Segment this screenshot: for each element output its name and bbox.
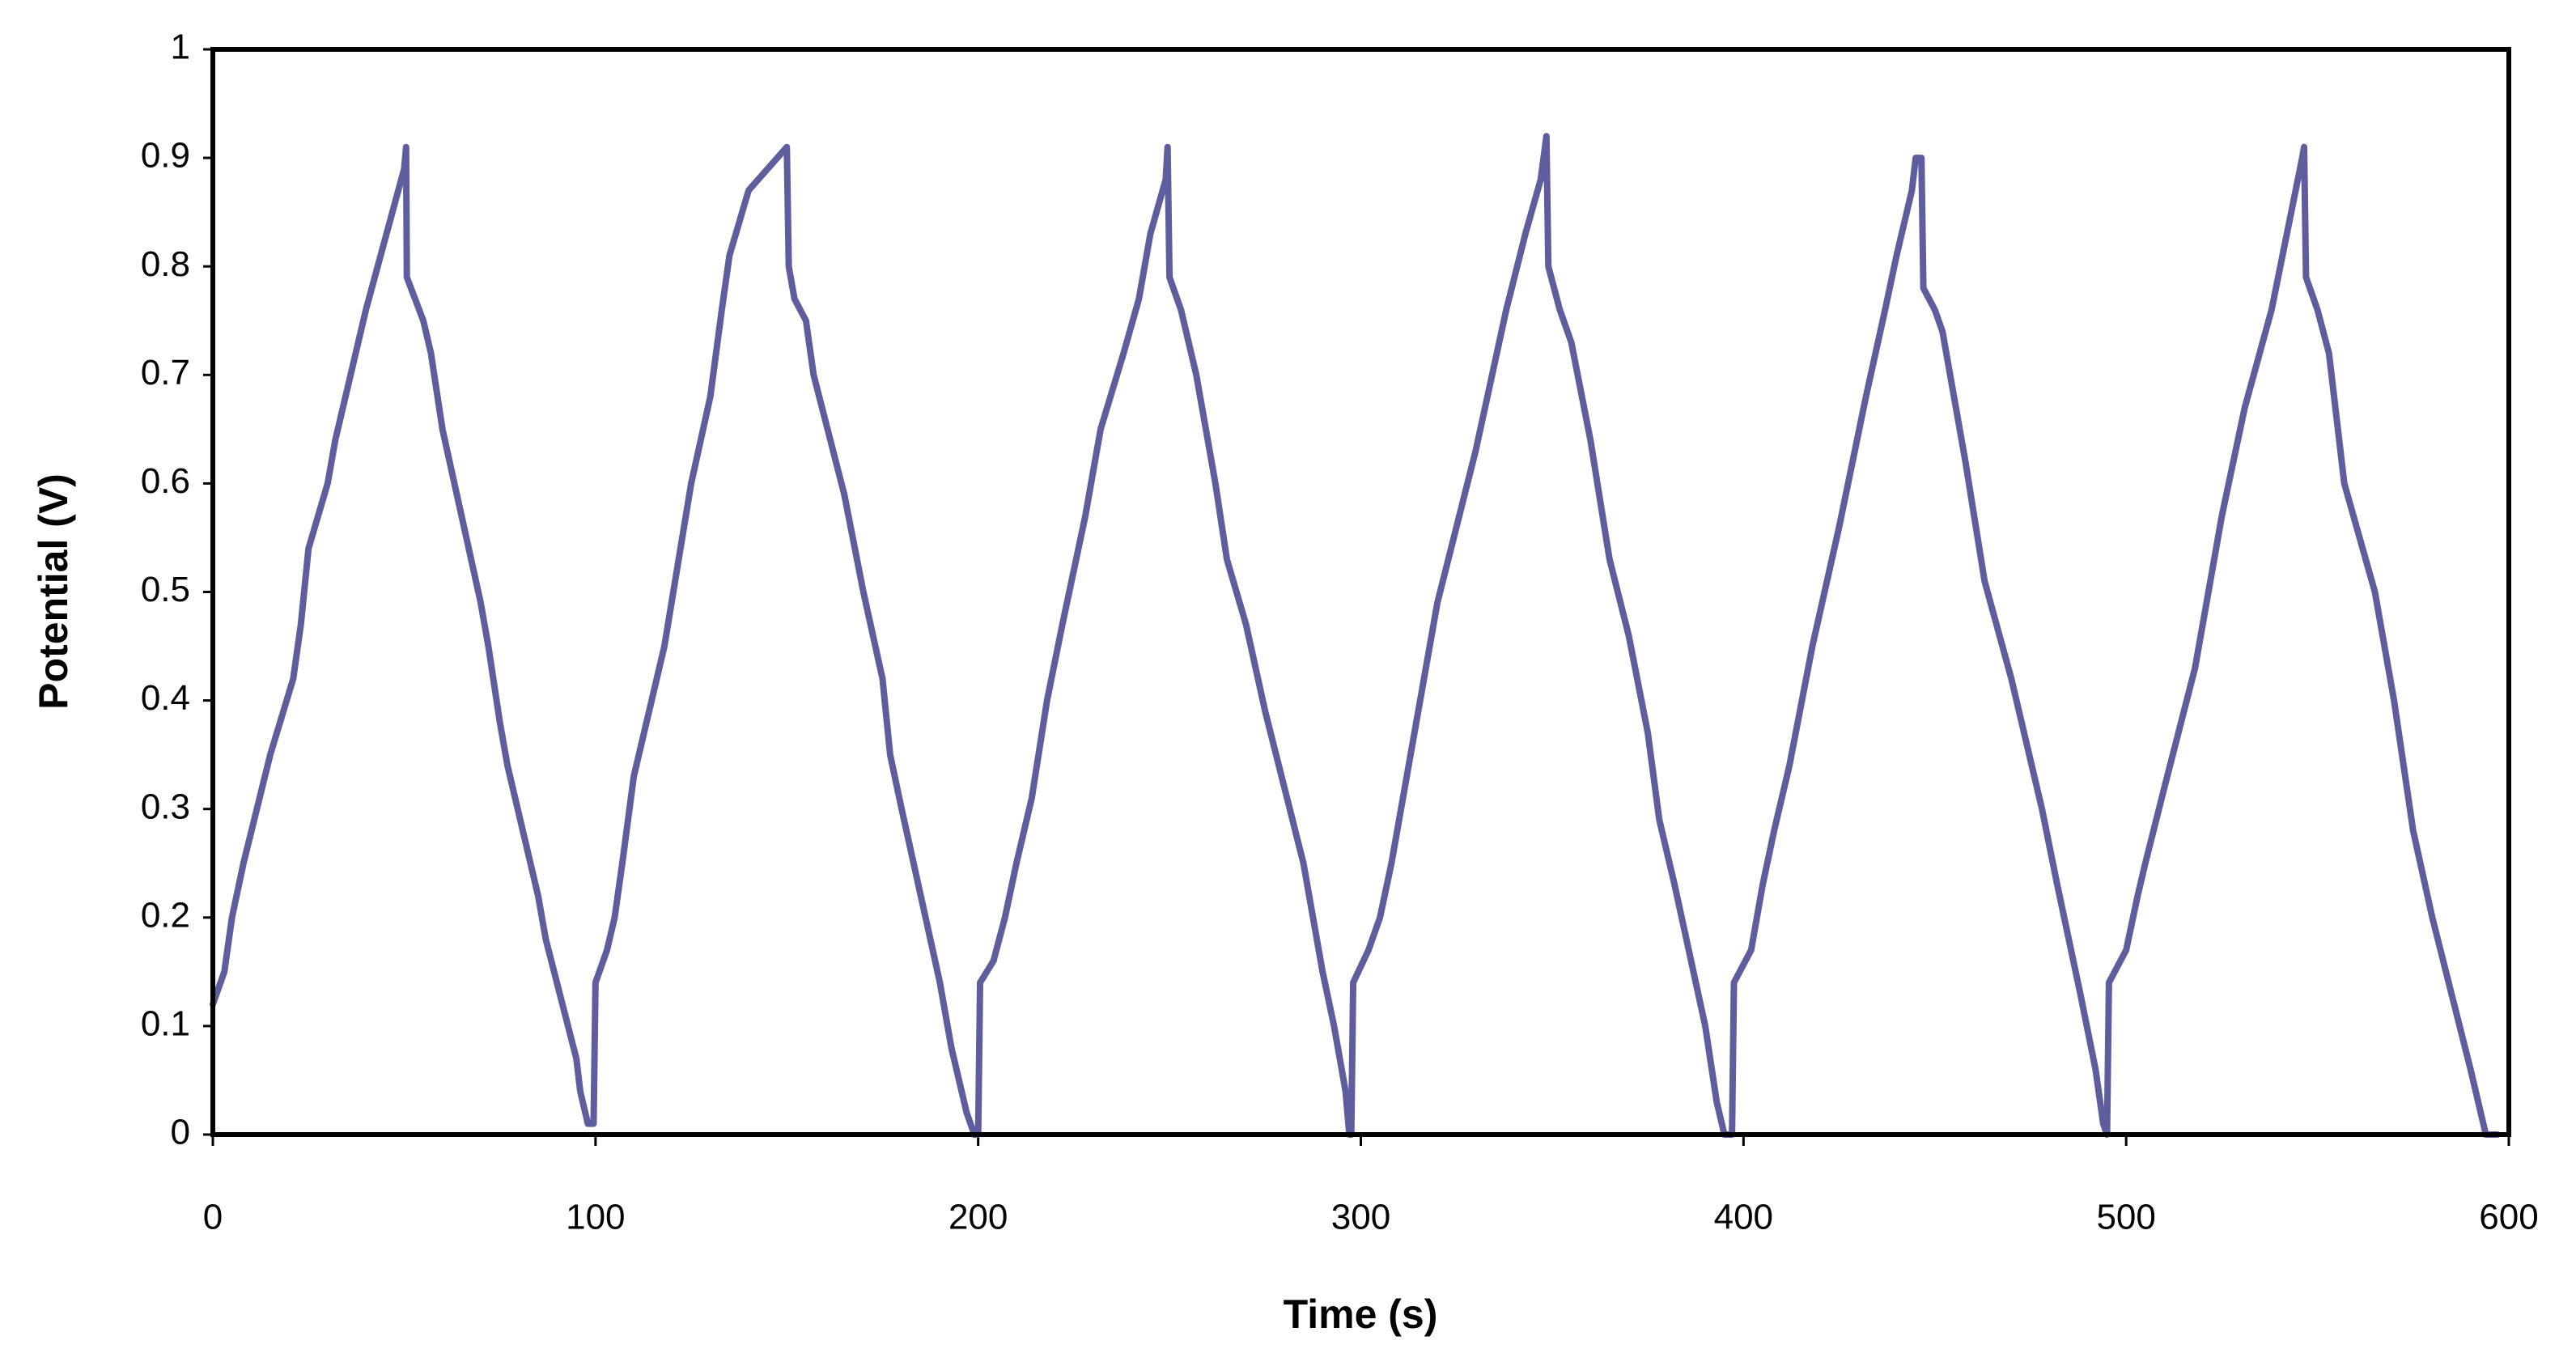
y-axis-title: Potential (V) <box>31 473 76 710</box>
y-tick-label: 0 <box>171 1113 190 1152</box>
x-tick-label: 200 <box>948 1198 1008 1237</box>
y-tick-label: 1 <box>171 28 190 67</box>
y-tick-label: 0.7 <box>141 353 190 392</box>
x-tick-label: 0 <box>203 1198 223 1237</box>
y-tick-label: 0.4 <box>141 678 190 718</box>
y-tick-label: 0.3 <box>141 787 190 826</box>
y-tick-label: 0.9 <box>141 136 190 176</box>
x-tick-label: 400 <box>1714 1198 1773 1237</box>
y-tick-label: 0.8 <box>141 244 190 284</box>
y-tick-label: 0.2 <box>141 895 190 935</box>
x-tick-label: 100 <box>566 1198 625 1237</box>
x-tick-label: 500 <box>2096 1198 2155 1237</box>
y-tick-label: 0.1 <box>141 1004 190 1044</box>
x-tick-label: 300 <box>1331 1198 1390 1237</box>
y-tick-label: 0.6 <box>141 461 190 501</box>
y-tick-label: 0.5 <box>141 570 190 609</box>
data-line <box>210 133 2501 1138</box>
plot-frame <box>210 47 2511 1137</box>
x-axis-title: Time (s) <box>1284 1292 1438 1337</box>
x-tick-label: 600 <box>2479 1198 2538 1237</box>
